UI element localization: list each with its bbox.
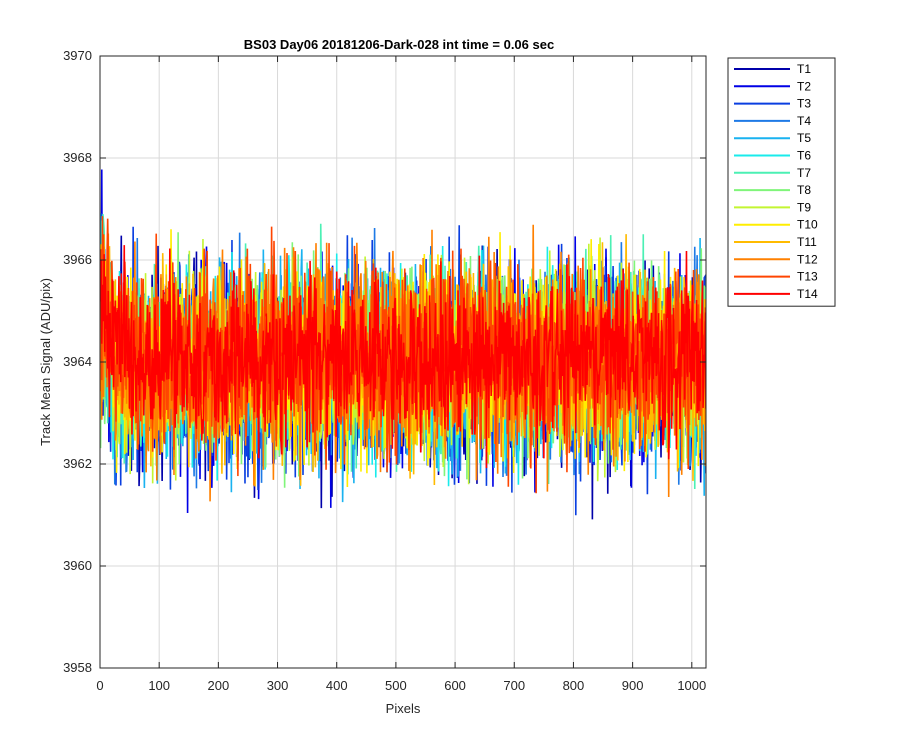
legend-label: T7 [797, 166, 811, 180]
x-tick-label: 800 [563, 678, 585, 693]
legend-label: T14 [797, 287, 818, 301]
x-tick-label: 200 [208, 678, 230, 693]
y-axis-label: Track Mean Signal (ADU/pix) [38, 278, 53, 446]
y-tick-label: 3966 [63, 252, 92, 267]
y-tick-label: 3964 [63, 354, 92, 369]
x-axis-label: Pixels [386, 701, 421, 716]
legend-label: T4 [797, 114, 811, 128]
x-ticks: 0 100 200 300 400 500 600 700 800 900 1000 [96, 56, 706, 693]
legend-label: T6 [797, 149, 811, 163]
legend-label: T8 [797, 183, 811, 197]
x-tick-label: 700 [503, 678, 525, 693]
x-tick-label: 600 [444, 678, 466, 693]
series-layer [100, 169, 706, 520]
x-tick-label: 500 [385, 678, 407, 693]
x-tick-label: 900 [622, 678, 644, 693]
x-tick-label: 400 [326, 678, 348, 693]
y-tick-label: 3960 [63, 558, 92, 573]
x-tick-label: 100 [148, 678, 170, 693]
legend-label: T9 [797, 200, 811, 214]
x-tick-label: 1000 [677, 678, 706, 693]
legend-label: T11 [797, 235, 817, 249]
y-tick-label: 3968 [63, 150, 92, 165]
y-tick-label: 3958 [63, 660, 92, 675]
legend-label: T2 [797, 79, 811, 93]
legend-label: T13 [797, 270, 818, 284]
legend-label: T10 [797, 218, 818, 232]
x-tick-label: 300 [267, 678, 289, 693]
y-ticks: 3958 3960 3962 3964 3966 3968 3970 [63, 48, 706, 675]
chart-title: BS03 Day06 20181206-Dark-028 int time = … [244, 37, 554, 52]
legend-label: T5 [797, 131, 811, 145]
legend-label: T1 [797, 62, 811, 76]
legend: T1 T2 T3 T4 T5 T6 T7 T8 T9 T10 T11 T12 T13 T14 [727, 57, 836, 307]
legend-label: T3 [797, 97, 811, 111]
series-line-t14 [100, 245, 706, 469]
x-tick-label: 0 [96, 678, 103, 693]
legend-label: T12 [797, 252, 818, 266]
legend-box [727, 57, 836, 307]
y-tick-label: 3970 [63, 48, 92, 63]
y-tick-label: 3962 [63, 456, 92, 471]
